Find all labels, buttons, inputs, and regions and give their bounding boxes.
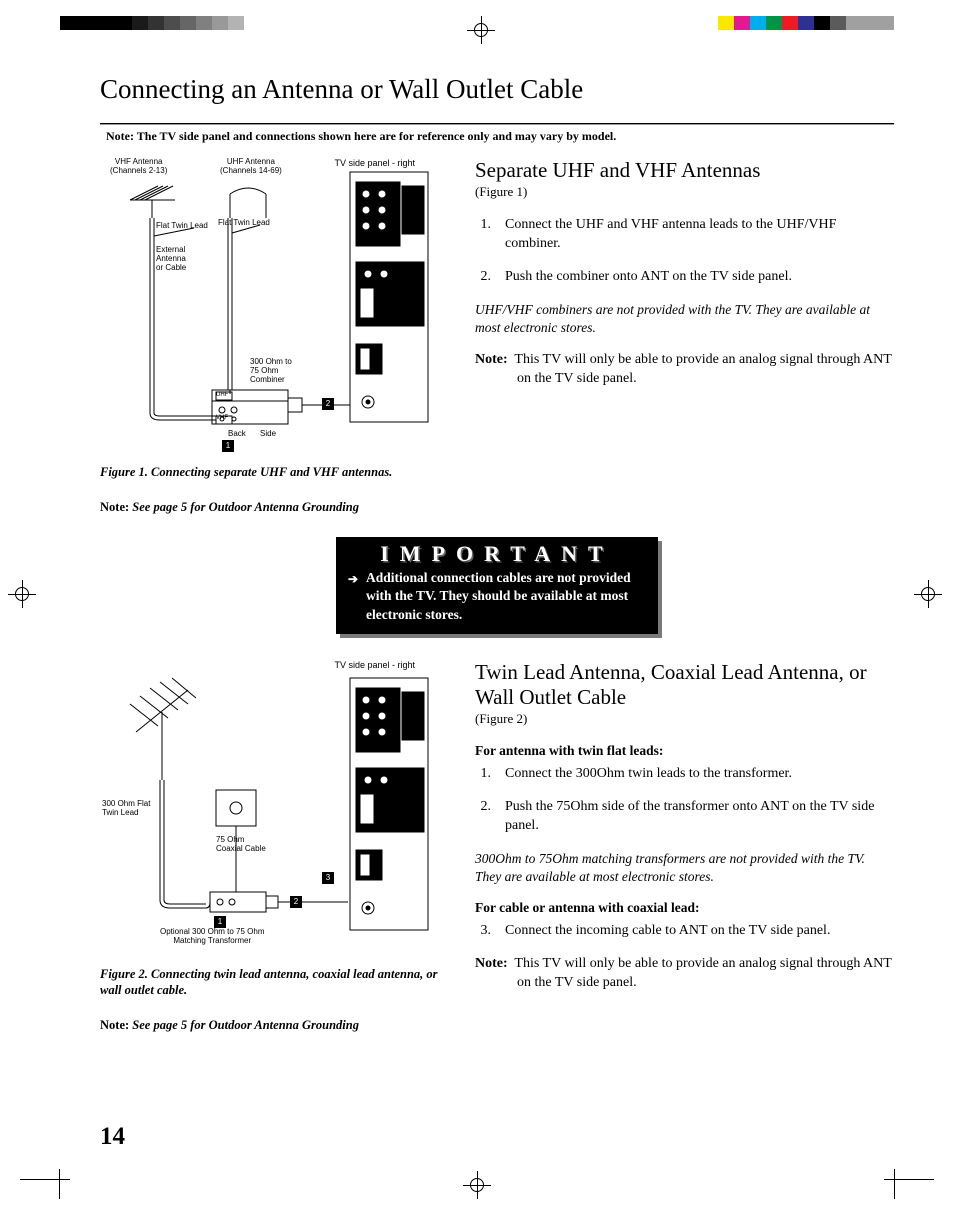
- flat-twin-lead-2: Flat Twin Lead: [218, 219, 270, 228]
- figure-2-diagram: TV side panel - right: [100, 660, 445, 960]
- figure-1-svg: [100, 158, 445, 458]
- important-body: ➔ Additional connection cables are not p…: [336, 569, 658, 624]
- figure-2-caption: Figure 2. Connecting twin lead antenna, …: [100, 966, 445, 999]
- back-label: Back: [228, 430, 246, 439]
- callout-1b: 1: [214, 916, 226, 928]
- section-1-note: Note: This TV will only be able to provi…: [475, 351, 894, 389]
- vhf-box-text: VHF: [216, 415, 228, 422]
- callout-2b: 2: [290, 896, 302, 908]
- uhf-box-text: UHF: [216, 392, 228, 399]
- step-text: Connect the 300Ohm twin leads to the tra…: [505, 765, 792, 784]
- crosshair-right: [914, 580, 946, 608]
- callout-2: 2: [322, 398, 334, 410]
- page-title: Connecting an Antenna or Wall Outlet Cab…: [100, 74, 894, 105]
- section-2-steps-2: 3.Connect the incoming cable to ANT on t…: [475, 922, 894, 941]
- title-rule: [100, 123, 894, 125]
- callout-3: 3: [322, 872, 334, 884]
- important-title: IMPORTANT: [336, 537, 658, 569]
- sub-heading-2: For cable or antenna with coaxial lead:: [475, 900, 894, 916]
- uhf-label: UHF Antenna (Channels 14-69): [220, 158, 282, 176]
- sub-heading-1: For antenna with twin flat leads:: [475, 743, 894, 759]
- page-number: 14: [100, 1123, 125, 1151]
- flat-twin-lead-1: Flat Twin Lead: [156, 222, 208, 231]
- section-1-heading: Separate UHF and VHF Antennas: [475, 158, 894, 183]
- combiner-label: 300 Ohm to 75 Ohm Combiner: [250, 358, 292, 384]
- step-text: Push the 75Ohm side of the transformer o…: [505, 798, 894, 836]
- registration-top: [0, 0, 954, 44]
- step-text: Connect the UHF and VHF antenna leads to…: [505, 216, 894, 254]
- twin-lead-label: 300 Ohm Flat Twin Lead: [102, 800, 150, 818]
- tv-panel-label-2: TV side panel - right: [334, 660, 415, 670]
- section-2-steps-1: 1.Connect the 300Ohm twin leads to the t…: [475, 765, 894, 836]
- figure-1-caption: Figure 1. Connecting separate UHF and VH…: [100, 464, 445, 480]
- section-2-heading: Twin Lead Antenna, Coaxial Lead Antenna,…: [475, 660, 894, 710]
- side-label: Side: [260, 430, 276, 439]
- vhf-label: VHF Antenna (Channels 2-13): [110, 158, 167, 176]
- section-1-italic-note: UHF/VHF combiners are not provided with …: [475, 301, 894, 337]
- color-bars-right: [718, 16, 894, 30]
- corner-mark-left: [20, 1169, 70, 1199]
- step-text: Push the combiner onto ANT on the TV sid…: [505, 268, 792, 287]
- figure-2-svg: [100, 660, 445, 960]
- top-note: Note: The TV side panel and connections …: [100, 129, 894, 144]
- section-1-figref: (Figure 1): [475, 184, 894, 200]
- crosshair-left: [8, 580, 40, 608]
- figure-1-diagram: TV side panel - right VHF Antenna (Chann…: [100, 158, 445, 458]
- corner-mark-right: [884, 1169, 934, 1199]
- coax-label: 75 Ohm Coaxial Cable: [216, 836, 266, 854]
- crosshair-bottom: [463, 1171, 491, 1199]
- arrow-icon: ➔: [348, 571, 358, 587]
- important-box: IMPORTANT ➔ Additional connection cables…: [336, 537, 658, 634]
- crosshair-top: [467, 16, 495, 44]
- section-1-steps: 1.Connect the UHF and VHF antenna leads …: [475, 216, 894, 287]
- section-2-figref: (Figure 2): [475, 711, 894, 727]
- section-2-italic-note: 300Ohm to 75Ohm matching transformers ar…: [475, 850, 894, 886]
- figure-2-ground-note: Note: See page 5 for Outdoor Antenna Gro…: [100, 1018, 445, 1033]
- tv-panel-label: TV side panel - right: [334, 158, 415, 168]
- external-label: External Antenna or Cable: [156, 246, 186, 272]
- optional-label: Optional 300 Ohm to 75 Ohm Matching Tran…: [160, 928, 265, 946]
- section-2-note: Note: This TV will only be able to provi…: [475, 955, 894, 993]
- registration-bottom: [0, 1169, 954, 1199]
- callout-1: 1: [222, 440, 234, 452]
- step-text: Connect the incoming cable to ANT on the…: [505, 922, 830, 941]
- color-bars-left: [60, 16, 244, 30]
- figure-1-ground-note: Note: See page 5 for Outdoor Antenna Gro…: [100, 500, 445, 515]
